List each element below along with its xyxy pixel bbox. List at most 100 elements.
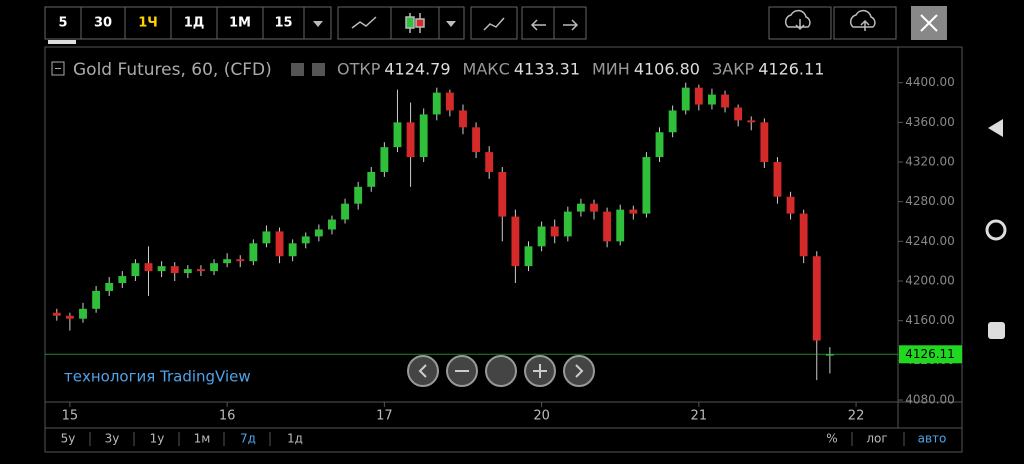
candle-body [105,283,114,291]
candle-body [144,263,153,272]
candle-body [734,107,743,121]
scroll-left[interactable] [407,355,439,387]
candle-body [524,246,533,267]
candle-body [118,276,127,284]
candle-body [629,209,638,214]
last-price-box [899,345,962,364]
candle-body [799,213,808,257]
x-tick-label: 22 [848,409,865,424]
interval-button[interactable]: 30 [94,16,112,31]
toolbar [44,6,897,40]
candle-body [498,171,507,217]
candle-body [812,256,821,341]
candle-body [485,152,494,172]
candle-body [419,114,428,158]
candle-body [445,92,454,111]
candle-body [236,259,245,262]
y-tick-label: 4200.00 [905,274,955,288]
candle-body [92,290,101,309]
candle-body [681,87,690,111]
ohlc-name: МАКС [463,60,510,79]
candle-body [786,196,795,214]
candle-body [773,162,782,197]
candle-body [563,211,572,237]
candle-body [341,203,349,220]
candle-body [550,226,559,237]
ohlc-value: 4124.79 [384,60,450,79]
eye-icon[interactable] [291,63,304,76]
candle-body [616,209,625,242]
settings-icon[interactable] [312,63,325,76]
interval-button[interactable]: 1Ч [138,16,158,31]
nav-back[interactable] [988,119,1003,137]
close-icon [920,14,938,32]
nav-home[interactable] [985,219,1007,241]
symbol-title: Gold Futures, 60, (CFD) [73,60,272,80]
x-tick-label: 16 [219,409,236,424]
candle-body [655,132,664,158]
range-button[interactable]: 5у [61,432,76,446]
scale-mode-button[interactable]: авто [918,432,947,446]
candle-body [367,171,376,187]
candle-body [668,110,677,133]
candle-body [472,127,481,153]
ohlc-value: 4106.80 [634,60,700,79]
ohlc-value: 4133.31 [514,60,580,79]
ohlc-header: ОТКР 4124.79 МАКС 4133.31 МИН 4106.80 ЗАКР 4126… [337,60,824,79]
x-tick-label: 20 [533,409,550,424]
range-button[interactable]: 1д [287,432,303,446]
candle-body [210,263,218,272]
y-tick-label: 4240.00 [905,234,955,248]
candle-body [157,266,166,272]
y-tick-label: 4280.00 [905,194,955,208]
scroll-right[interactable] [563,355,595,387]
y-tick-label: 4080.00 [905,393,955,407]
zoom-controls [407,355,595,387]
interval-button[interactable]: 1Д [184,16,205,31]
candle-body [183,269,192,274]
candle-body [747,120,756,123]
interval-button[interactable]: 1М [229,16,251,31]
candle-body [590,203,598,212]
toolbar-icons [313,9,876,33]
x-tick-label: 17 [376,409,393,424]
range-button[interactable]: 3у [105,432,120,446]
ohlc-name: ОТКР [337,60,381,79]
interval-indicator [48,40,76,44]
range-button[interactable]: 1м [194,432,211,446]
ohlc-name: МИН [592,60,630,79]
y-tick-label: 4320.00 [905,155,955,169]
candle-body [328,219,336,230]
candle-body [196,269,205,272]
candle-body [576,203,585,212]
candle-body [721,94,729,108]
candle-body [79,308,87,319]
candle-body [249,243,258,262]
candle-body [760,122,769,163]
candle-body [694,87,703,105]
candle-body [170,266,179,274]
scale-mode-button[interactable]: лог [866,432,887,446]
nav-recent[interactable] [988,322,1005,339]
interval-button[interactable]: 15 [274,16,292,31]
interval-button[interactable]: 5 [58,16,67,31]
last-price-label: 4126.11 [905,347,955,361]
candle-body [511,216,520,267]
candle-body [131,263,140,277]
candle-body [301,236,310,244]
candle-body [459,110,467,128]
candle-body [406,122,415,158]
candle-body [275,231,284,257]
candle-body [603,211,612,242]
range-button[interactable]: 7д [240,432,256,446]
candle-body [223,259,232,264]
range-button[interactable]: 1у [150,432,165,446]
scale-mode-button[interactable]: % [826,432,837,446]
candle-body [708,94,716,105]
collapse-icon[interactable] [51,61,65,76]
watermark: технология TradingView [64,368,251,386]
candle-body [825,354,834,356]
x-tick-label: 15 [62,409,79,424]
reset[interactable] [485,355,517,387]
